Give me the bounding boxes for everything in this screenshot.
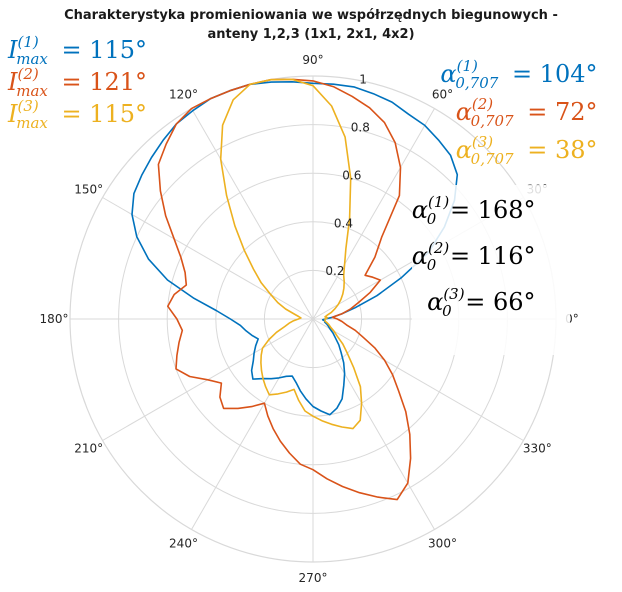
theta-tick-label: 180° (40, 312, 69, 326)
r-tick-label: 0.2 (325, 264, 344, 278)
alpha0-annotation-3: α(3) 0 = 66° (427, 285, 535, 320)
series-3-line (219, 78, 363, 430)
radial-tick-labels: 0.2 0.4 0.6 0.8 1 (325, 73, 369, 278)
svg-text:α(3)0 = 66°: α(3) 0 = 66° (427, 285, 535, 320)
imax-annotation-1: I(1) max = 115° (7, 33, 147, 68)
theta-tick-label: 300° (428, 536, 457, 550)
alpha0-annotation-box (412, 185, 570, 355)
theta-tick-label: 270° (299, 571, 328, 585)
series-1-line (131, 81, 459, 416)
r-tick-label: 1 (359, 73, 367, 87)
alpha0-annotation-2: α(2) 0 = 116° (412, 239, 536, 274)
svg-text:α(1)0 = 168°: α(1) 0 = 168° (412, 193, 536, 228)
theta-tick-label: 90° (302, 53, 323, 67)
r-tick-label: 0.6 (342, 168, 361, 182)
imax-annotation-2: I(2) max = 121° (7, 65, 147, 100)
grid-spoke (102, 197, 314, 320)
theta-tick-label: 330° (523, 442, 552, 456)
r-tick-label: 0.8 (351, 121, 370, 135)
grid-spoke (312, 108, 435, 320)
svg-text:α(2)0,707 = 72°: α(2) 0,707 = 72° (456, 95, 598, 130)
grid-spoke (191, 318, 314, 530)
alpha707-annotation-3: α(3) 0,707 = 38° (456, 133, 598, 168)
svg-text:I(2)max = 121°: I(2) max = 121° (7, 65, 147, 100)
r-tick-label: 0.4 (334, 216, 353, 230)
alpha707-annotation-1: α(1) 0,707 = 104° (440, 57, 597, 92)
grid-spoke (312, 318, 524, 441)
theta-tick-label: 120° (169, 88, 198, 102)
annotations: I(1) max = 115°I(2) max = 121°I(3) max = 11… (7, 33, 598, 320)
chart-title-line-2: anteny 1,2,3 (1x1, 2x1, 4x2) (207, 27, 414, 42)
svg-text:I(3)max = 115°: I(3) max = 115° (7, 97, 147, 132)
theta-tick-label: 60° (432, 88, 453, 102)
theta-tick-label: 210° (74, 442, 103, 456)
svg-text:α(3)0,707 = 38°: α(3) 0,707 = 38° (456, 133, 598, 168)
series-layer (131, 78, 459, 501)
theta-tick-label: 240° (169, 536, 198, 550)
chart-title-line-1: Charakterystyka promieniowania we współr… (64, 8, 558, 23)
svg-text:α(2)0 = 116°: α(2) 0 = 116° (412, 239, 536, 274)
grid-spoke (312, 318, 435, 530)
svg-text:α(1)0,707 = 104°: α(1) 0,707 = 104° (440, 57, 597, 92)
theta-tick-label: 150° (74, 183, 103, 197)
alpha0-annotation-1: α(1) 0 = 168° (412, 193, 536, 228)
imax-annotation-3: I(3) max = 115° (7, 97, 147, 132)
svg-text:I(1)max = 115°: I(1) max = 115° (7, 33, 147, 68)
alpha707-annotation-2: α(2) 0,707 = 72° (456, 95, 598, 130)
grid-spoke (191, 108, 314, 320)
series-2-line (157, 78, 412, 501)
